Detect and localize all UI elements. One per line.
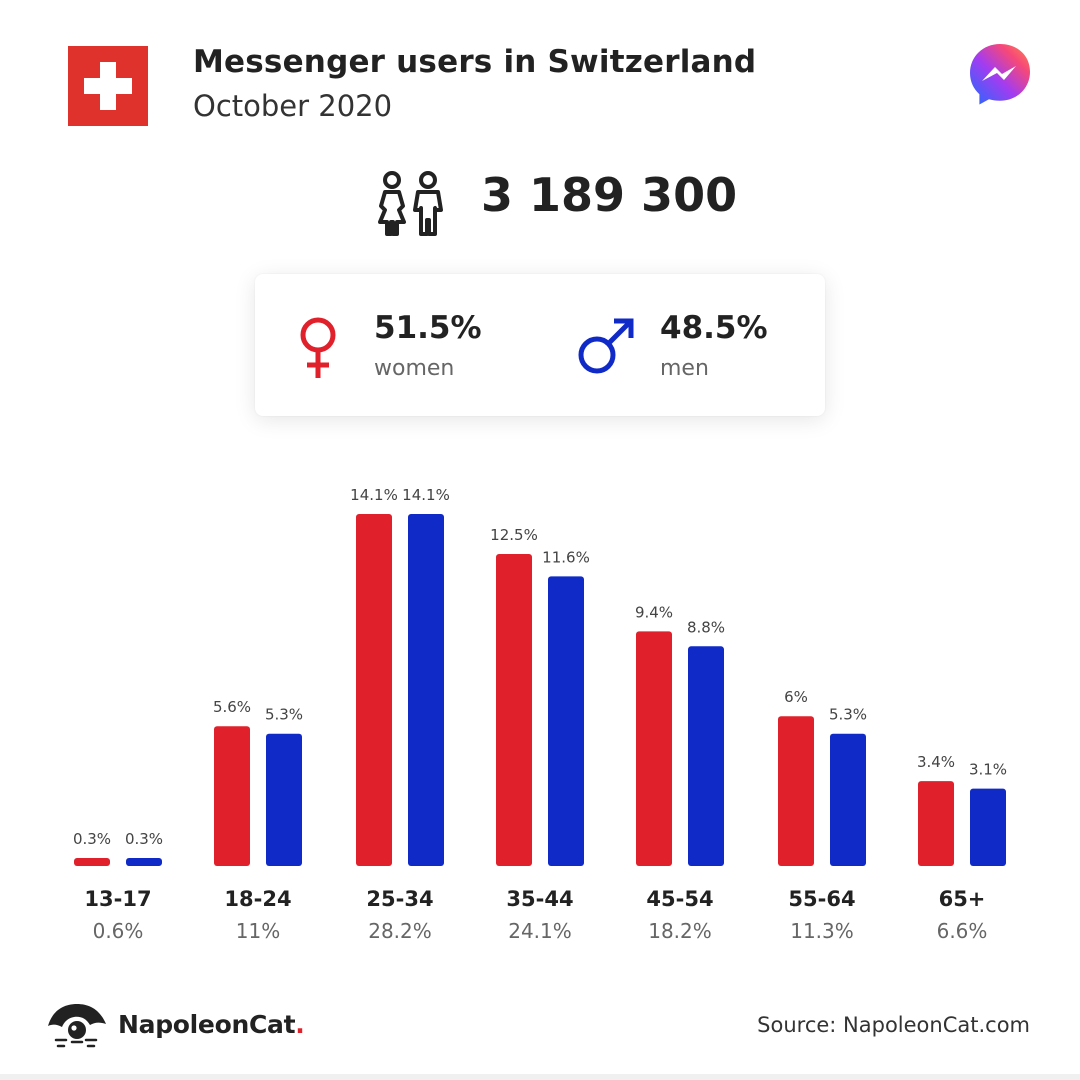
bar-women-35-44 bbox=[496, 553, 532, 866]
category-label-55-64: 55-64 bbox=[788, 887, 855, 911]
women-percentage: 51.5% bbox=[374, 310, 482, 346]
data-label-women-45-54: 9.4% bbox=[635, 603, 673, 621]
data-label-women-13-17: 0.3% bbox=[73, 830, 111, 848]
bar-men-45-54 bbox=[688, 646, 724, 866]
data-label-men-55-64: 5.3% bbox=[829, 706, 867, 724]
bar-men-18-24 bbox=[266, 733, 302, 866]
bar-men-35-44 bbox=[548, 576, 584, 866]
bar-men-55-64 bbox=[830, 733, 866, 866]
data-label-women-35-44: 12.5% bbox=[490, 526, 538, 544]
bar-men-13-17 bbox=[126, 858, 162, 866]
data-label-women-65+: 3.4% bbox=[917, 753, 955, 771]
category-total-13-17: 0.6% bbox=[93, 919, 144, 943]
category-total-45-54: 18.2% bbox=[648, 919, 712, 943]
men-label: men bbox=[660, 356, 709, 381]
source-text: Source: NapoleonCat.com bbox=[757, 1013, 1030, 1037]
bar-women-13-17 bbox=[74, 858, 110, 866]
data-label-women-25-34: 14.1% bbox=[350, 486, 398, 504]
data-label-women-55-64: 6% bbox=[784, 688, 808, 706]
data-label-women-18-24: 5.6% bbox=[213, 698, 251, 716]
data-label-men-13-17: 0.3% bbox=[125, 830, 163, 848]
total-users-value: 3 189 300 bbox=[481, 168, 738, 222]
category-total-18-24: 11% bbox=[236, 919, 280, 943]
page-bottom-strip bbox=[0, 1074, 1080, 1080]
male-symbol-icon bbox=[578, 318, 634, 374]
bar-women-55-64 bbox=[778, 716, 814, 866]
brand-dot: . bbox=[295, 1010, 305, 1039]
category-label-13-17: 13-17 bbox=[84, 887, 151, 911]
people-icon bbox=[378, 171, 443, 236]
data-label-men-35-44: 11.6% bbox=[542, 548, 590, 566]
bar-women-25-34 bbox=[356, 514, 392, 866]
data-label-men-45-54: 8.8% bbox=[687, 618, 725, 636]
switzerland-flag-icon bbox=[68, 46, 148, 126]
data-label-men-18-24: 5.3% bbox=[265, 706, 303, 724]
category-label-18-24: 18-24 bbox=[224, 887, 291, 911]
gender-split-card bbox=[255, 274, 825, 416]
category-total-35-44: 24.1% bbox=[508, 919, 572, 943]
men-percentage: 48.5% bbox=[660, 310, 768, 346]
data-label-men-65+: 3.1% bbox=[969, 761, 1007, 779]
napoleoncat-brand: NapoleonCat. bbox=[118, 1010, 305, 1039]
category-label-65+: 65+ bbox=[939, 887, 986, 911]
bar-women-45-54 bbox=[636, 631, 672, 866]
category-label-45-54: 45-54 bbox=[646, 887, 713, 911]
category-total-25-34: 28.2% bbox=[368, 919, 432, 943]
bar-men-65+ bbox=[970, 788, 1006, 866]
bar-men-25-34 bbox=[408, 514, 444, 866]
category-total-55-64: 11.3% bbox=[790, 919, 854, 943]
category-total-65+: 6.6% bbox=[937, 919, 988, 943]
bar-women-18-24 bbox=[214, 726, 250, 866]
female-symbol-icon bbox=[300, 317, 336, 378]
category-label-35-44: 35-44 bbox=[506, 887, 573, 911]
brand-name: NapoleonCat bbox=[118, 1010, 296, 1039]
category-label-25-34: 25-34 bbox=[366, 887, 433, 911]
women-label: women bbox=[374, 356, 455, 381]
data-label-men-25-34: 14.1% bbox=[402, 486, 450, 504]
napoleoncat-logo-icon bbox=[48, 1004, 106, 1048]
messenger-logo-icon bbox=[970, 44, 1030, 105]
page-title: Messenger users in Switzerland bbox=[193, 44, 757, 80]
bar-women-65+ bbox=[918, 781, 954, 866]
page-subtitle: October 2020 bbox=[193, 89, 393, 123]
